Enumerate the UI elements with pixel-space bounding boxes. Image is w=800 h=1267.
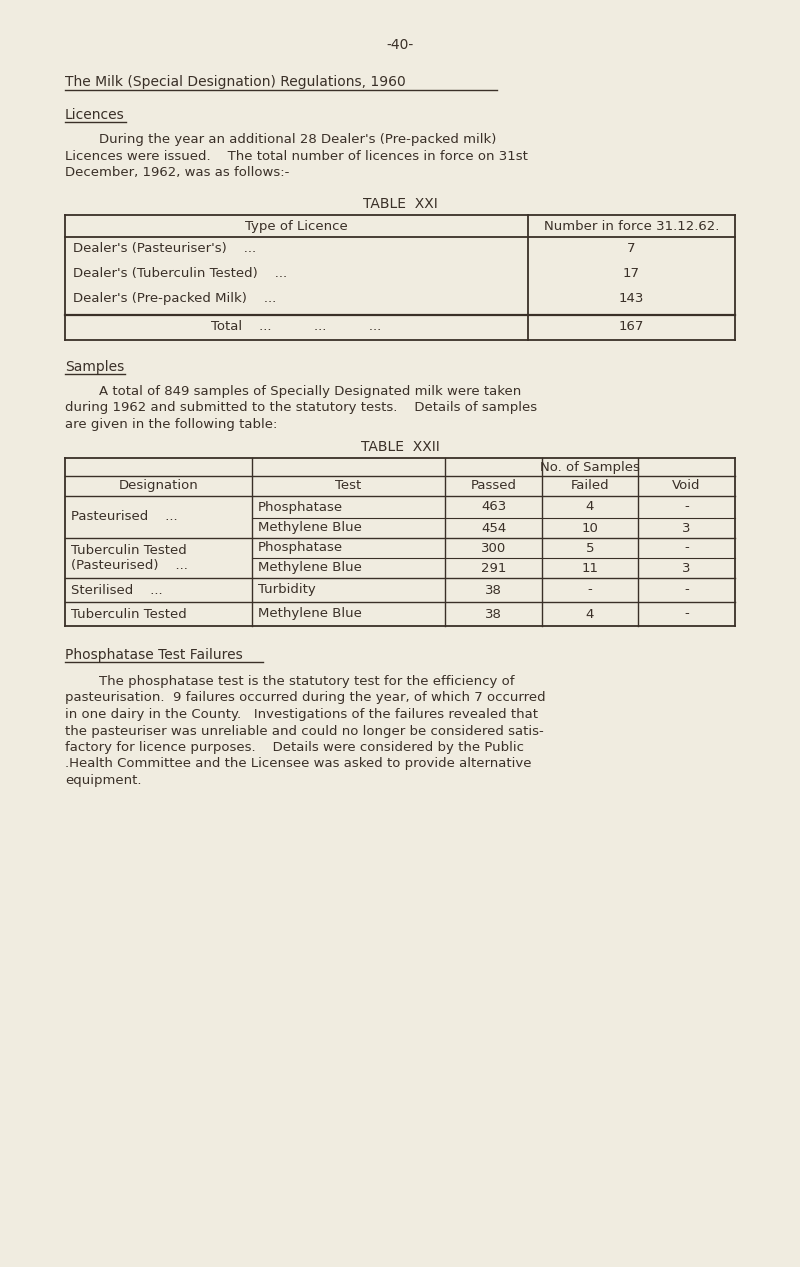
Text: Dealer's (Tuberculin Tested)    ...: Dealer's (Tuberculin Tested) ... xyxy=(73,267,287,280)
Text: Sterilised    ...: Sterilised ... xyxy=(71,584,162,597)
Text: Samples: Samples xyxy=(65,360,124,374)
Text: Dealer's (Pre-packed Milk)    ...: Dealer's (Pre-packed Milk) ... xyxy=(73,291,276,305)
Text: Licences: Licences xyxy=(65,108,125,122)
Text: 300: 300 xyxy=(481,541,506,555)
Text: 10: 10 xyxy=(582,522,598,535)
Text: 454: 454 xyxy=(481,522,506,535)
Text: .Health Committee and the Licensee was asked to provide alternative: .Health Committee and the Licensee was a… xyxy=(65,758,531,770)
Text: 4: 4 xyxy=(586,607,594,621)
Text: -40-: -40- xyxy=(386,38,414,52)
Text: During the year an additional 28 Dealer's (Pre-packed milk): During the year an additional 28 Dealer'… xyxy=(65,133,496,146)
Text: the pasteuriser was unreliable and could no longer be considered satis-: the pasteuriser was unreliable and could… xyxy=(65,725,544,737)
Text: Passed: Passed xyxy=(470,479,517,492)
Text: (Pasteurised)    ...: (Pasteurised) ... xyxy=(71,559,188,571)
Text: Methylene Blue: Methylene Blue xyxy=(258,561,362,574)
Text: 3: 3 xyxy=(682,522,690,535)
Text: Licences were issued.    The total number of licences in force on 31st: Licences were issued. The total number o… xyxy=(65,150,528,162)
Text: -: - xyxy=(684,541,689,555)
Text: Pasteurised    ...: Pasteurised ... xyxy=(71,511,178,523)
Text: Designation: Designation xyxy=(118,479,198,492)
Text: Tuberculin Tested: Tuberculin Tested xyxy=(71,545,186,557)
Text: 143: 143 xyxy=(619,291,644,305)
Text: 38: 38 xyxy=(485,607,502,621)
Text: TABLE  XXII: TABLE XXII xyxy=(361,440,439,454)
Text: Phosphatase: Phosphatase xyxy=(258,500,343,513)
Text: The Milk (Special Designation) Regulations, 1960: The Milk (Special Designation) Regulatio… xyxy=(65,75,406,89)
Text: -: - xyxy=(684,500,689,513)
Text: 463: 463 xyxy=(481,500,506,513)
Text: 38: 38 xyxy=(485,584,502,597)
Text: Number in force 31.12.62.: Number in force 31.12.62. xyxy=(544,220,719,233)
Text: factory for licence purposes.    Details were considered by the Public: factory for licence purposes. Details we… xyxy=(65,741,524,754)
Text: -: - xyxy=(588,584,592,597)
Text: 17: 17 xyxy=(623,267,640,280)
Text: Tuberculin Tested: Tuberculin Tested xyxy=(71,607,186,621)
Text: Methylene Blue: Methylene Blue xyxy=(258,522,362,535)
Text: 7: 7 xyxy=(627,242,636,255)
Text: equipment.: equipment. xyxy=(65,774,142,787)
Text: Phosphatase: Phosphatase xyxy=(258,541,343,555)
Text: Methylene Blue: Methylene Blue xyxy=(258,607,362,621)
Text: Type of Licence: Type of Licence xyxy=(245,220,348,233)
Text: Dealer's (Pasteuriser's)    ...: Dealer's (Pasteuriser's) ... xyxy=(73,242,256,255)
Text: Phosphatase Test Failures: Phosphatase Test Failures xyxy=(65,647,242,661)
Text: No. of Samples: No. of Samples xyxy=(540,461,640,474)
Text: are given in the following table:: are given in the following table: xyxy=(65,418,278,431)
Text: 3: 3 xyxy=(682,561,690,574)
Text: 5: 5 xyxy=(586,541,594,555)
Text: Turbidity: Turbidity xyxy=(258,584,316,597)
Text: -: - xyxy=(684,584,689,597)
Text: 4: 4 xyxy=(586,500,594,513)
Text: during 1962 and submitted to the statutory tests.    Details of samples: during 1962 and submitted to the statuto… xyxy=(65,402,537,414)
Text: in one dairy in the County.   Investigations of the failures revealed that: in one dairy in the County. Investigatio… xyxy=(65,708,538,721)
Text: Void: Void xyxy=(672,479,701,492)
Text: Total    ...          ...          ...: Total ... ... ... xyxy=(211,321,382,333)
Text: December, 1962, was as follows:-: December, 1962, was as follows:- xyxy=(65,166,290,179)
Text: TABLE  XXI: TABLE XXI xyxy=(362,196,438,212)
Text: -: - xyxy=(684,607,689,621)
Text: Failed: Failed xyxy=(570,479,610,492)
Text: pasteurisation.  9 failures occurred during the year, of which 7 occurred: pasteurisation. 9 failures occurred duri… xyxy=(65,692,546,704)
Text: 11: 11 xyxy=(582,561,598,574)
Text: 167: 167 xyxy=(619,321,644,333)
Text: Test: Test xyxy=(335,479,362,492)
Text: The phosphatase test is the statutory test for the efficiency of: The phosphatase test is the statutory te… xyxy=(65,675,514,688)
Text: A total of 849 samples of Specially Designated milk were taken: A total of 849 samples of Specially Desi… xyxy=(65,385,522,398)
Text: 291: 291 xyxy=(481,561,506,574)
